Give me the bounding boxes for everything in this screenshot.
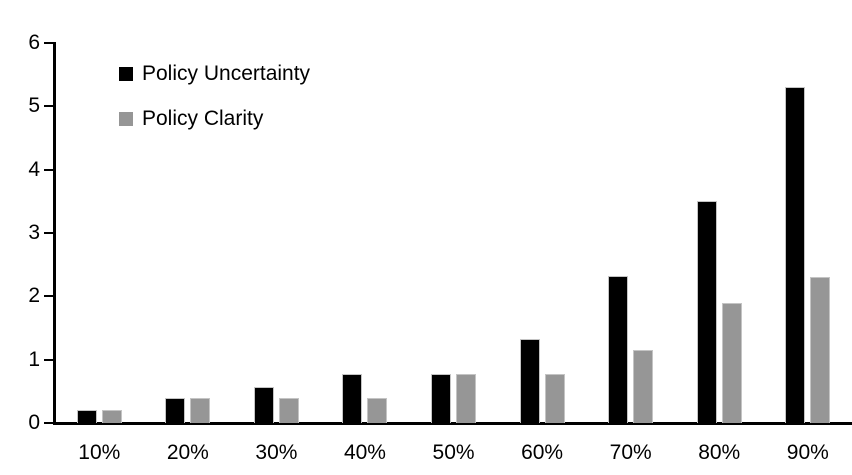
legend-swatch-policy-clarity-icon <box>119 112 133 126</box>
x-axis-tick-label: 10% <box>78 441 121 464</box>
bar-group-50% <box>430 373 476 423</box>
bar-policy-uncertainty-10% <box>76 410 97 423</box>
bar-policy-clarity-70% <box>633 350 654 423</box>
y-axis-tick-mark <box>44 422 54 424</box>
bar-policy-uncertainty-60% <box>519 338 540 423</box>
bar-group-40% <box>342 374 388 423</box>
bar-policy-uncertainty-30% <box>253 386 274 423</box>
y-axis-tick-label: 0 <box>28 411 40 434</box>
y-axis-tick-label: 1 <box>28 347 40 371</box>
x-axis-tick-label: 90% <box>786 441 829 464</box>
legend-item-policy-clarity: Policy Clarity <box>119 107 310 131</box>
legend-item-policy-uncertainty: Policy Uncertainty <box>119 62 310 86</box>
bar-policy-clarity-60% <box>544 374 565 423</box>
x-axis: 10% 20% 30% 40% 50% 60% 70% 80% 90% <box>55 441 852 465</box>
legend: Policy Uncertainty Policy Clarity <box>119 62 310 152</box>
bar-policy-uncertainty-20% <box>165 397 186 423</box>
bar-group-10% <box>76 410 122 423</box>
x-axis-tick-label: 30% <box>255 441 298 464</box>
x-axis-tick-label: 20% <box>166 441 209 464</box>
y-axis-tick-label: 5 <box>28 94 40 118</box>
bar-policy-clarity-30% <box>278 398 299 423</box>
y-axis-tick-mark <box>44 295 54 298</box>
bar-group-20% <box>165 397 211 423</box>
y-axis-tick-mark <box>44 168 54 171</box>
x-axis-line <box>53 422 852 425</box>
bar-policy-uncertainty-50% <box>430 373 451 423</box>
bar-group-30% <box>253 386 299 423</box>
bar-policy-clarity-80% <box>721 302 742 423</box>
plot-area <box>55 43 852 423</box>
y-axis-tick-mark <box>44 42 54 44</box>
y-axis-tick-mark <box>44 232 54 234</box>
bar-policy-clarity-20% <box>190 398 211 423</box>
y-axis: 0 1 2 3 4 5 6 <box>0 31 55 434</box>
y-axis-tick-mark <box>44 105 54 108</box>
x-axis-tick-label: 40% <box>343 441 386 464</box>
y-axis-line <box>53 42 56 423</box>
legend-swatch-policy-uncertainty-icon <box>119 67 133 81</box>
x-axis-tick-label: 50% <box>432 441 475 464</box>
legend-label-policy-uncertainty: Policy Uncertainty <box>142 62 311 85</box>
bar-group-80% <box>696 201 742 423</box>
bar-policy-clarity-40% <box>367 397 388 423</box>
bar-policy-uncertainty-40% <box>342 374 363 423</box>
bar-group-70% <box>608 276 654 423</box>
x-axis-tick-label: 60% <box>521 441 564 464</box>
x-axis-tick-label: 70% <box>609 441 652 464</box>
y-axis-tick-label: 3 <box>28 221 40 244</box>
bar-group-90% <box>785 87 831 423</box>
y-axis-tick-mark <box>44 358 54 361</box>
x-axis-tick-label: 80% <box>698 441 741 464</box>
legend-label-policy-clarity: Policy Clarity <box>142 107 264 130</box>
bar-policy-clarity-50% <box>455 374 476 423</box>
y-axis-tick-label: 2 <box>28 284 40 308</box>
y-axis-tick-label: 4 <box>28 157 40 181</box>
bar-policy-clarity-10% <box>101 410 122 423</box>
bar-policy-clarity-90% <box>810 277 831 423</box>
bar-policy-uncertainty-70% <box>608 276 629 423</box>
bar-group-60% <box>519 338 565 423</box>
bar-policy-uncertainty-80% <box>696 201 717 423</box>
y-axis-tick-label: 6 <box>28 31 40 54</box>
bar-policy-uncertainty-90% <box>785 87 806 423</box>
